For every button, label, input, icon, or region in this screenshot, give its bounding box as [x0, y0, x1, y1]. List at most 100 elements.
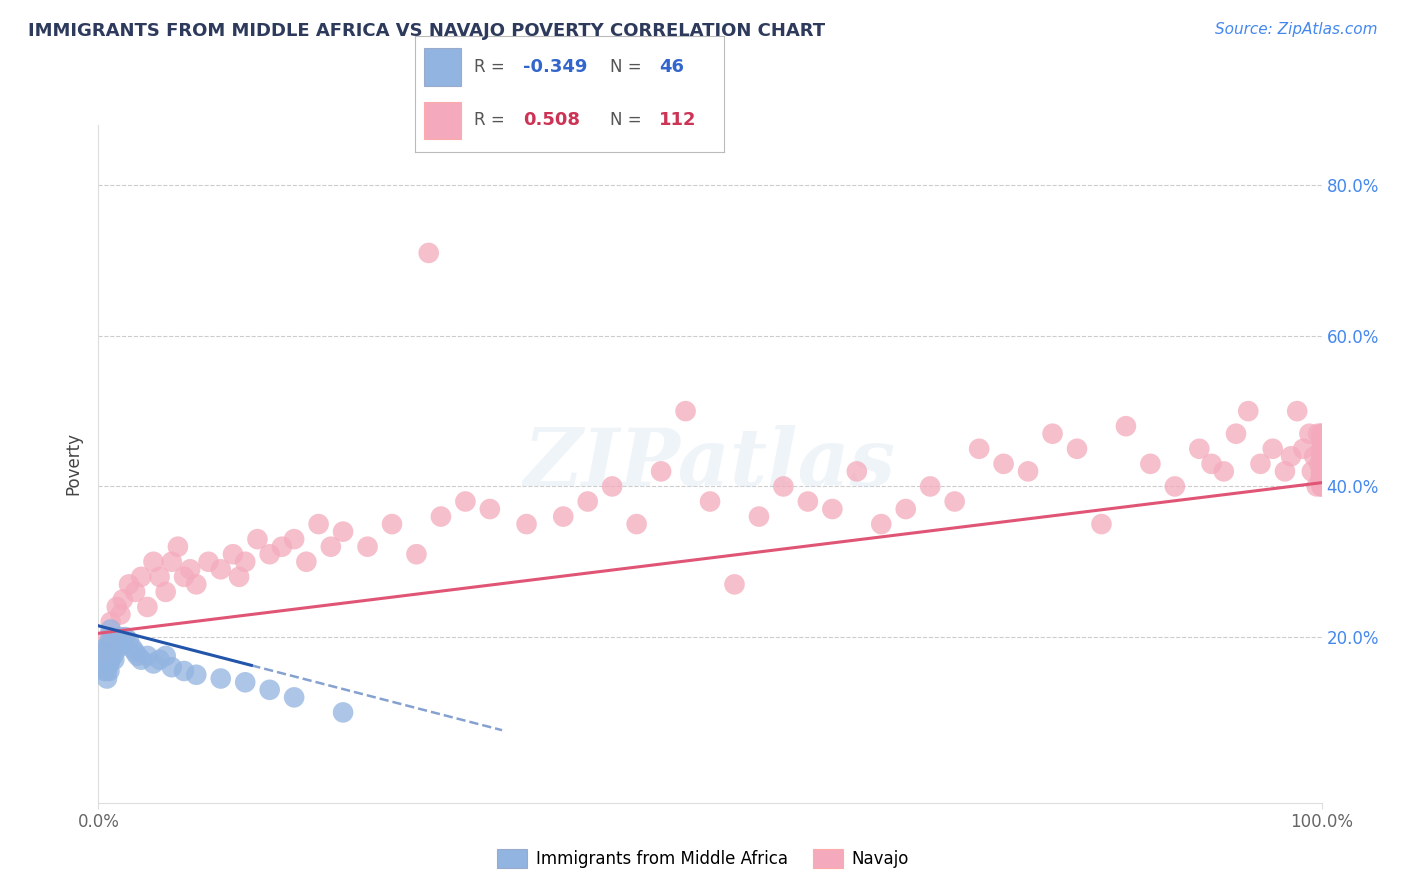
- Point: [1310, 426, 1333, 441]
- Point: [1301, 464, 1323, 478]
- Text: -0.349: -0.349: [523, 58, 588, 76]
- Point: [127, 648, 149, 663]
- Point: [93, 641, 115, 656]
- Point: [870, 517, 893, 532]
- Text: Source: ZipAtlas.com: Source: ZipAtlas.com: [1215, 22, 1378, 37]
- Point: [772, 479, 794, 493]
- Point: [1310, 472, 1333, 486]
- Point: [967, 442, 990, 456]
- Point: [136, 599, 159, 614]
- Point: [576, 494, 599, 508]
- Y-axis label: Poverty: Poverty: [65, 433, 83, 495]
- Point: [233, 675, 256, 690]
- Point: [233, 555, 256, 569]
- Text: ZIPatlas: ZIPatlas: [524, 425, 896, 502]
- Point: [1188, 442, 1211, 456]
- Point: [222, 547, 245, 561]
- Point: [228, 570, 250, 584]
- Point: [149, 570, 172, 584]
- Point: [1310, 479, 1333, 493]
- Point: [121, 641, 143, 656]
- Point: [1310, 479, 1333, 493]
- Point: [155, 585, 177, 599]
- Point: [920, 479, 942, 493]
- FancyBboxPatch shape: [425, 48, 461, 86]
- Point: [160, 555, 183, 569]
- Point: [1310, 450, 1333, 464]
- Point: [111, 638, 134, 652]
- Point: [308, 517, 330, 532]
- Point: [100, 638, 122, 652]
- Point: [100, 623, 122, 637]
- Point: [723, 577, 745, 591]
- Point: [118, 633, 141, 648]
- Point: [943, 494, 966, 508]
- Point: [97, 645, 120, 659]
- Point: [1310, 450, 1333, 464]
- Point: [1306, 479, 1329, 493]
- Point: [209, 672, 232, 686]
- Point: [405, 547, 427, 561]
- Point: [1310, 457, 1333, 471]
- Point: [173, 570, 195, 584]
- Point: [1225, 426, 1247, 441]
- Point: [1310, 426, 1333, 441]
- Point: [259, 682, 281, 697]
- Point: [129, 653, 152, 667]
- Point: [101, 641, 124, 656]
- Point: [96, 672, 118, 686]
- Point: [1310, 464, 1333, 478]
- Point: [111, 592, 134, 607]
- Point: [748, 509, 770, 524]
- Point: [1310, 450, 1333, 464]
- Point: [110, 607, 132, 622]
- Point: [1310, 464, 1333, 478]
- Point: [1017, 464, 1039, 478]
- Point: [515, 517, 537, 532]
- Point: [98, 657, 121, 671]
- Point: [1310, 450, 1333, 464]
- Point: [93, 657, 115, 671]
- Point: [454, 494, 477, 508]
- Point: [1237, 404, 1260, 418]
- Point: [1042, 426, 1064, 441]
- Point: [142, 555, 165, 569]
- Point: [96, 664, 118, 678]
- Point: [1310, 464, 1333, 478]
- Point: [173, 664, 195, 678]
- Point: [97, 638, 120, 652]
- Point: [167, 540, 190, 554]
- Point: [118, 577, 141, 591]
- Point: [136, 648, 159, 663]
- Point: [1310, 442, 1333, 456]
- Point: [1306, 426, 1329, 441]
- Point: [1139, 457, 1161, 471]
- Point: [1261, 442, 1284, 456]
- Point: [100, 615, 122, 629]
- Point: [1201, 457, 1223, 471]
- Point: [1310, 464, 1333, 478]
- Point: [1164, 479, 1187, 493]
- Text: R =: R =: [474, 112, 505, 129]
- Point: [100, 653, 122, 667]
- Point: [650, 464, 672, 478]
- Text: IMMIGRANTS FROM MIDDLE AFRICA VS NAVAJO POVERTY CORRELATION CHART: IMMIGRANTS FROM MIDDLE AFRICA VS NAVAJO …: [28, 22, 825, 40]
- Text: 46: 46: [659, 58, 685, 76]
- Point: [94, 648, 117, 663]
- Point: [1310, 457, 1333, 471]
- Point: [1303, 450, 1326, 464]
- Point: [626, 517, 648, 532]
- Point: [110, 630, 132, 644]
- Point: [100, 630, 122, 644]
- Point: [93, 645, 115, 659]
- Point: [1212, 464, 1234, 478]
- Point: [1292, 442, 1315, 456]
- Text: 112: 112: [659, 112, 696, 129]
- Point: [1298, 426, 1320, 441]
- Point: [1279, 450, 1302, 464]
- Point: [93, 664, 115, 678]
- Point: [356, 540, 378, 554]
- Text: N =: N =: [610, 58, 641, 76]
- Point: [98, 645, 121, 659]
- Point: [124, 645, 146, 659]
